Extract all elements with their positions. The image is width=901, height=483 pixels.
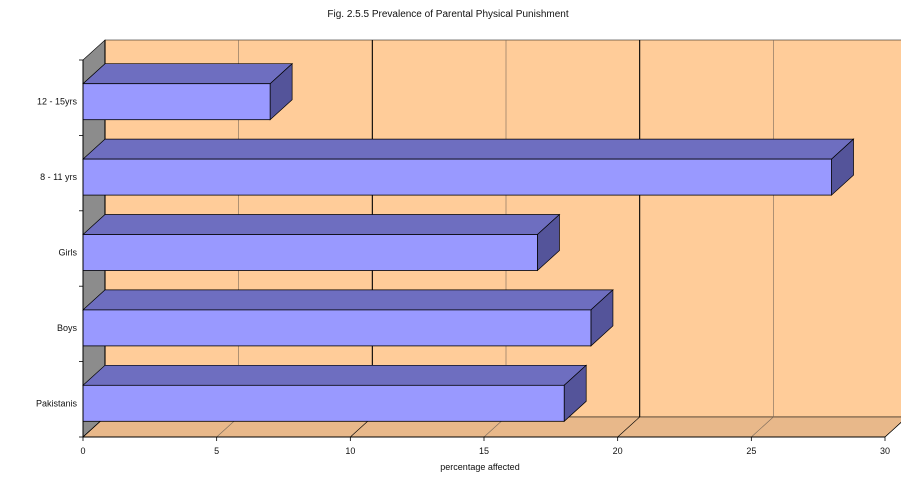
bar-top <box>82 289 614 311</box>
bar-top <box>82 138 855 160</box>
bar <box>82 158 832 196</box>
bar <box>82 234 538 271</box>
y-tick-labels: 12 - 15yrs 8 - 11 yrs Girls Boys Pakistanis <box>36 97 78 409</box>
bar-top <box>82 214 561 235</box>
floor-gridline <box>617 416 640 438</box>
y-tick-label: 12 - 15yrs <box>37 97 78 107</box>
x-tick-label: 25 <box>746 446 756 456</box>
axes <box>79 59 886 441</box>
x-tick-label: 5 <box>214 446 219 456</box>
x-axis-label: percentage affected <box>440 462 519 472</box>
y-tick-label: 8 - 11 yrs <box>40 172 77 182</box>
bar-top <box>82 63 294 85</box>
y-tick-label: Boys <box>57 323 78 333</box>
floor-gridline <box>884 422 901 438</box>
x-tick-label: 30 <box>880 446 890 456</box>
x-tick-label: 10 <box>345 446 355 456</box>
x-tick-label: 0 <box>80 446 85 456</box>
bar <box>82 309 592 347</box>
x-tick-label: 15 <box>479 446 489 456</box>
y-tick-label: Pakistanis <box>36 398 78 408</box>
floor-gridline <box>751 416 774 438</box>
y-tick-label: Girls <box>59 248 78 258</box>
bar-top <box>82 364 588 386</box>
bar <box>82 384 565 422</box>
bar <box>82 83 271 121</box>
x-tick-label: 20 <box>613 446 623 456</box>
x-tick-labels: 0 5 10 15 20 25 30 <box>80 446 890 456</box>
chart-title: Fig. 2.5.5 Prevalence of Parental Physic… <box>327 9 568 20</box>
bars <box>82 62 855 423</box>
